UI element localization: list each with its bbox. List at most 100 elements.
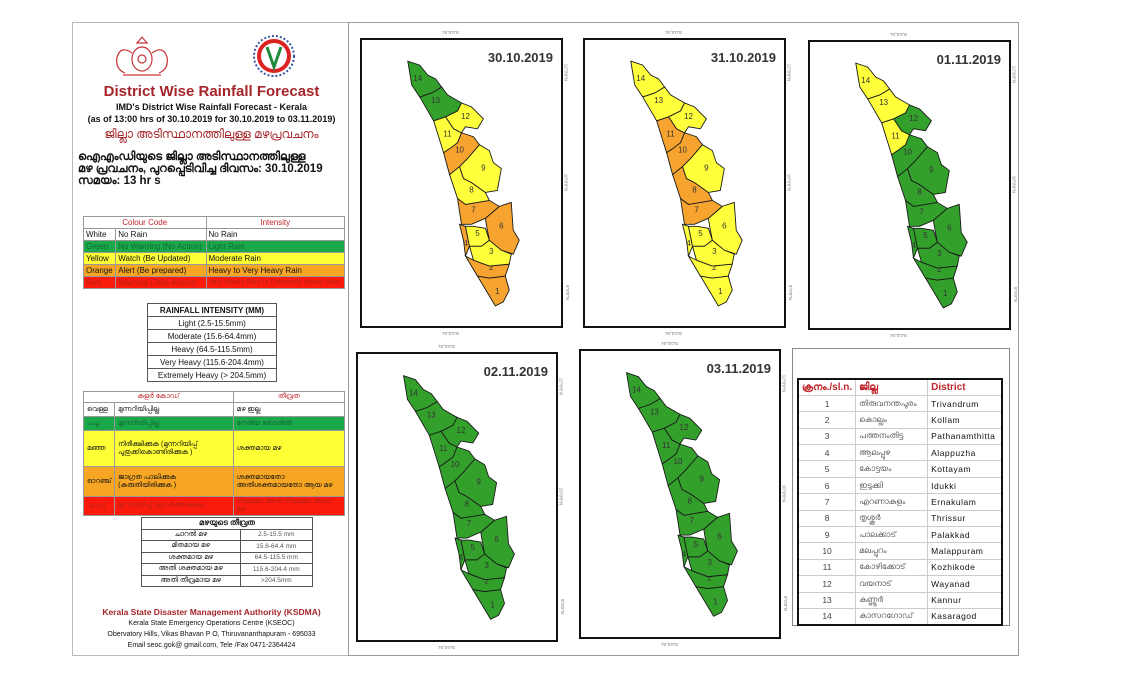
table-row: 8 തൃശ്ശൂർ Thrissur (797, 509, 1003, 528)
district-number-label: 3 (489, 247, 494, 256)
code-cell: Warning (Take Action) (115, 276, 207, 289)
district-number-label: 13 (431, 96, 440, 105)
district-number-label: 5 (698, 229, 703, 238)
colour-cell: White (82, 228, 117, 241)
table-row: Yellow Watch (Be Updated) Moderate Rain (82, 252, 345, 265)
mal-district-cell: തൃശ്ശൂർ (855, 509, 929, 528)
intensity-header: Intensity (205, 216, 345, 229)
district-number-label: 7 (467, 519, 471, 528)
ksdma-logo-icon (253, 35, 295, 77)
district-cell: Kollam (927, 411, 1003, 429)
district-number-label: 12 (680, 423, 689, 432)
district-number-label: 11 (439, 444, 448, 453)
intensity-cell: ശക്തമായ മഴ (232, 430, 346, 467)
axis-tick-label: 12°0'0"N (563, 63, 569, 82)
intensity-range: 64.5-115.5 mm (239, 551, 314, 564)
table-row: വെള്ള മുന്നറിയിപ്പില്ല മഴ ഇല്ല (82, 402, 346, 417)
district-table-body: 1 തിരുവനന്തപുരം Trivandrum 2 കൊല്ലം Kollam 3 പത… (797, 394, 1003, 626)
district-number-label: 7 (471, 205, 476, 214)
intensity-row: Moderate (15.6-64.4mm) (147, 329, 277, 343)
sl-no-cell: 14 (797, 607, 857, 626)
district-cell: Thrissur (927, 509, 1003, 528)
district-number-label: 9 (481, 164, 486, 173)
district-number-label: 5 (694, 540, 699, 549)
axis-tick-label: 76°0'0"E (442, 331, 460, 336)
district-number-label: 8 (465, 499, 470, 508)
axis-tick-label: 12°0'0"N (786, 63, 792, 82)
district-number-label: 14 (409, 389, 418, 398)
district-number-label: 8 (469, 185, 474, 194)
district-number-label: 11 (662, 441, 671, 450)
district-number-label: 8 (917, 187, 922, 196)
code-cell: No Rain (115, 228, 207, 241)
mal-district-cell: വയനാട് (855, 575, 929, 593)
axis-tick-label: 76°0'0"E (438, 344, 456, 349)
table-row: 5 കോട്ടയം Kottayam (797, 460, 1003, 478)
axis-tick-label: 8°0'0"N (1012, 286, 1018, 303)
district-number-label: 3 (484, 561, 489, 570)
mal-intensity-table-header: മഴയുടെ തീവ്രത (141, 517, 313, 530)
sl-no-cell: 4 (797, 444, 857, 462)
malayalam-colour-code-table: കളർ കോഡ് തീവ്രത വെള്ള മുന്നറിയിപ്പില്ല മഴ ഇ… (82, 391, 346, 516)
sl-no-cell: 7 (797, 493, 857, 511)
district-number-label: 5 (471, 543, 476, 552)
forecast-period: (as of 13:00 hrs of 30.10.2019 for 30.10… (87, 114, 336, 124)
mal-colour-code-header: കളർ കോഡ് (83, 391, 234, 403)
axis-tick-label: 12°0'0"N (1011, 65, 1017, 84)
district-14 (625, 372, 661, 409)
table-row: 9 പാലക്കാട് Palakkad (797, 526, 1003, 544)
colour-cell: Red (82, 276, 117, 289)
district-number-label: 2 (484, 577, 488, 586)
district-number-label: 10 (455, 146, 464, 155)
district-number-label: 3 (707, 558, 712, 567)
table-row: Red Warning (Take Action) Very Heavy Rain … (82, 276, 345, 289)
district-number-label: 9 (700, 475, 705, 484)
map-02-11-2019: 1 2 3 4 5 6 7 8 9 10 11 12 13 14 02.11.2019 76°0'0"E 7… (356, 344, 565, 650)
district-4 (677, 534, 689, 567)
mal-district-cell: മലപ്പുറം (855, 542, 929, 560)
mal-district-cell: കോഴിക്കോട് (855, 558, 929, 577)
colour-cell: വെള്ള (82, 402, 116, 417)
map-date: 30.10.2019 (487, 50, 553, 65)
table-row: 11 കോഴിക്കോട് Kozhikode (797, 558, 1003, 577)
district-cell: Kannur (927, 591, 1003, 609)
sl-no-cell: 13 (797, 591, 857, 609)
district-number-label: 13 (879, 98, 888, 107)
district-number-label: 6 (717, 532, 722, 541)
district-number-label: 4 (459, 553, 464, 562)
table-row: മഞ്ഞ നിരീക്ഷിക്കുക (മുന്നറിയിപ്പ് പുതുക്ക… (82, 430, 346, 467)
sl-no-cell: 5 (797, 460, 857, 478)
colour-cell: Green (82, 240, 117, 253)
sl-no-header: ക്രനം./sl.n. (797, 378, 857, 396)
map-03-11-2019: 1 2 3 4 5 6 7 8 9 10 11 12 13 14 03.11.2019 76°0'0"E 7… (579, 341, 788, 647)
district-number-label: 12 (684, 112, 693, 121)
code-cell: മുന്നറിയിപ്പില്ല (114, 402, 234, 417)
district-number-label: 1 (943, 289, 948, 298)
address: Obervatory Hills, Vikas Bhavan P O, Thir… (107, 631, 316, 638)
district-number-label: 9 (477, 478, 482, 487)
intensity-cell: Heavy to Very Heavy Rain (205, 264, 345, 277)
code-cell: Alert (Be prepared) (115, 264, 207, 277)
district-number-label: 1 (713, 597, 718, 606)
mal-district-cell: തിരുവനന്തപുരം (855, 394, 929, 413)
district-cell: Malappuram (927, 542, 1003, 560)
district-number-label: 11 (891, 132, 900, 141)
table-row: 12 വയനാട് Wayanad (797, 575, 1003, 593)
district-number-label: 2 (712, 263, 717, 272)
district-number-label: 10 (678, 146, 687, 155)
intensity-label: ശക്തമായ മഴ (141, 551, 241, 564)
district-number-label: 11 (666, 130, 675, 139)
district-number-label: 2 (937, 265, 942, 274)
district-number-label: 10 (674, 457, 683, 466)
district-number-label: 6 (722, 221, 727, 230)
malayalam-rainfall-intensity-table: മഴയുടെ തീവ്രത ചാറൽ മഴ 2.5-15.5 mm മിതമായ … (141, 517, 314, 587)
table-row: Green No Warning (No Action) Light Rain (82, 240, 345, 253)
malayalam-title: ജില്ലാ അടിസ്ഥാനത്തിലുള്ള മഴപ്രവചനം (104, 127, 319, 141)
district-6 (703, 512, 738, 566)
district-number-label: 13 (427, 410, 436, 419)
mal-district-cell: കൊല്ലം (855, 411, 929, 429)
intensity-range: 15.6-64.4 mm (239, 540, 314, 553)
subtitle: IMD's District Wise Rainfall Forecast - … (115, 102, 308, 112)
